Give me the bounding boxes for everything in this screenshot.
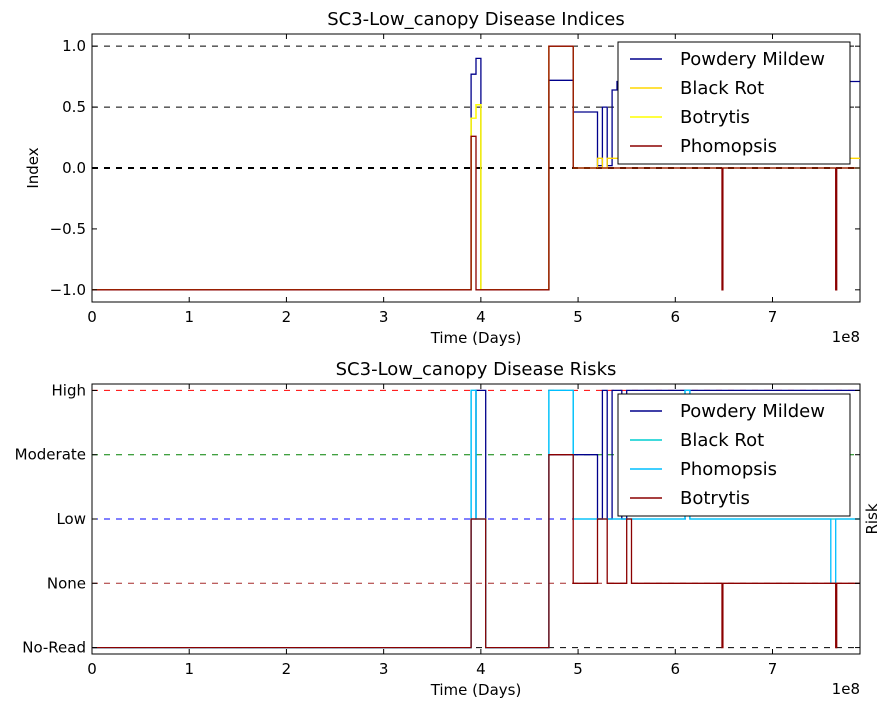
panel-2-x-tick-label: 7: [768, 660, 778, 678]
panel-2-x-tick-label: 1: [184, 660, 194, 678]
panel-2-x-tick-label: 5: [573, 660, 583, 678]
panel-1-title: SC3-Low_canopy Disease Indices: [327, 9, 625, 30]
panel-2-legend-label-3: Phomopsis: [680, 459, 777, 480]
panel-2-x-axis-label: Time (Days): [430, 681, 522, 699]
panel-1-y-tick-label: 0.0: [62, 159, 86, 177]
panel-1-legend-label-4: Phomopsis: [680, 136, 777, 157]
panel-2-x-tick-label: 6: [671, 660, 681, 678]
panel-2-x-tick-label: 4: [476, 660, 486, 678]
panel-2-y-tick-label: High: [52, 381, 86, 399]
panel-1-y-axis-label: Index: [24, 147, 42, 188]
panel-2-legend-label-1: Powdery Mildew: [680, 401, 825, 422]
panel-1-x-tick-label: 2: [282, 308, 292, 326]
panel-1-y-tick-label: −1.0: [50, 281, 86, 299]
panel-1-x-tick-label: 0: [87, 308, 97, 326]
panel-2-y-tick-label: Low: [56, 510, 86, 528]
panel-2-legend-label-2: Black Rot: [680, 430, 764, 451]
panel-1-x-tick-label: 3: [379, 308, 389, 326]
panel-1-x-tick-label: 4: [476, 308, 486, 326]
panel-1-x-axis-label: Time (Days): [430, 329, 522, 347]
panel-2-legend-box: [617, 393, 851, 517]
panel-1-x-tick-label: 1: [184, 308, 194, 326]
panel-2-y-tick-label: None: [47, 574, 86, 592]
panel-1-x-tick-label: 5: [573, 308, 583, 326]
panel-1-x-tick-label: 7: [768, 308, 778, 326]
panel-2-title: SC3-Low_canopy Disease Risks: [336, 359, 617, 380]
panel-2-y-axis-label: Risk: [863, 503, 881, 534]
panel-2-y-tick-label: Moderate: [15, 446, 86, 464]
panel-2-legend-label-4: Botrytis: [680, 488, 750, 509]
panel-2-x-offset-label: 1e8: [832, 680, 860, 698]
panel-2-x-tick-label: 3: [379, 660, 389, 678]
panel-2-plot-area: [92, 389, 860, 649]
panel-1-legend-label-1: Powdery Mildew: [680, 49, 825, 70]
panel-1-x-offset-label: 1e8: [832, 328, 860, 346]
panel-1-series-4-line: [92, 45, 860, 291]
panel-2-x-tick-label: 2: [282, 660, 292, 678]
panel-1-legend-box: [617, 41, 851, 165]
panel-2-x-tick-label: 0: [87, 660, 97, 678]
panel-1-x-tick-label: 6: [671, 308, 681, 326]
panel-2-series-4-line: [92, 454, 860, 649]
panel-1-y-tick-label: 1.0: [62, 37, 86, 55]
panel-1-y-tick-label: −0.5: [50, 220, 86, 238]
panel-1-y-tick-label: 0.5: [62, 98, 86, 116]
panel-1-legend-label-2: Black Rot: [680, 78, 764, 99]
panel-1-legend-label-3: Botrytis: [680, 107, 750, 128]
panel-2-y-tick-label: No-Read: [22, 639, 86, 657]
